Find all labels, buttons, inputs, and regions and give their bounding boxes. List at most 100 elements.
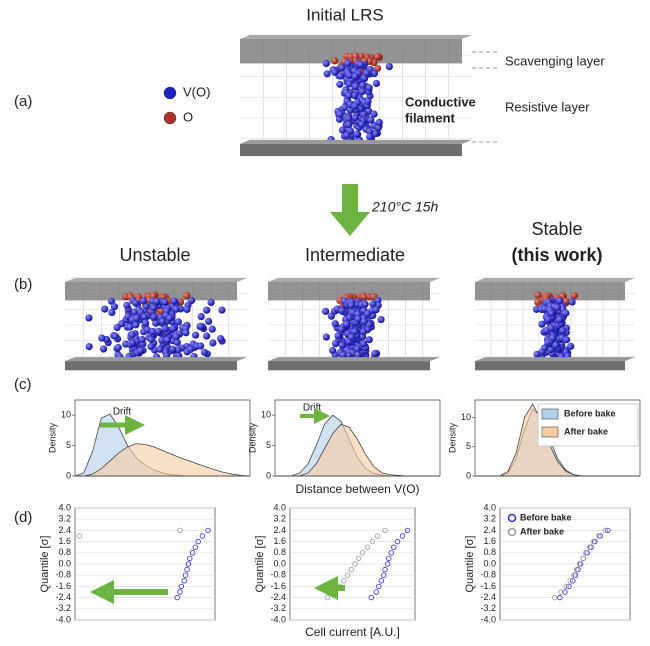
point	[391, 544, 397, 550]
point	[374, 533, 381, 539]
vo-sphere	[547, 309, 556, 317]
bottom-plate	[240, 139, 472, 144]
point	[348, 566, 354, 573]
point	[590, 538, 597, 545]
point	[570, 578, 576, 584]
vo-sphere	[192, 331, 200, 339]
vo-sphere	[174, 346, 182, 354]
vo-sphere	[128, 331, 136, 339]
y-tick-label: -1.6	[270, 581, 286, 591]
point	[352, 561, 358, 567]
layer-label: Scavenging layer	[505, 53, 605, 68]
point	[386, 555, 392, 562]
annotation: Drift	[303, 403, 322, 414]
o-sphere	[534, 291, 542, 299]
vo-sphere	[538, 320, 546, 328]
point	[205, 527, 211, 534]
point	[567, 578, 573, 584]
vo-sphere	[547, 324, 555, 332]
o-sphere	[121, 293, 130, 301]
vo-sphere	[128, 339, 137, 347]
vo-sphere	[209, 339, 217, 347]
vo-sphere	[147, 342, 155, 351]
point	[373, 589, 379, 595]
point	[384, 561, 391, 567]
y-tick-label: -0.8	[270, 570, 286, 580]
vo-sphere	[338, 126, 347, 134]
legend-label: After bake	[520, 526, 564, 536]
vo-sphere	[139, 297, 148, 305]
arrow	[330, 184, 370, 236]
y-tick-label: 10	[461, 412, 471, 422]
vo-sphere	[108, 308, 116, 317]
vo-sphere	[359, 340, 368, 348]
vo-sphere	[207, 298, 215, 307]
point	[341, 578, 347, 584]
y-tick-label: -0.8	[55, 570, 71, 580]
legend-label: Before bake	[564, 408, 616, 418]
vo-sphere	[371, 349, 379, 358]
vo-sphere	[187, 345, 195, 353]
vo-sphere	[153, 297, 161, 306]
y-tick-label: -1.6	[55, 581, 71, 591]
legend-swatch	[541, 426, 559, 438]
point	[368, 594, 374, 601]
point	[576, 561, 582, 567]
point	[557, 594, 563, 601]
point	[359, 550, 366, 556]
y-axis-label: Density	[247, 422, 257, 453]
vo-sphere	[359, 328, 368, 336]
point	[394, 538, 401, 545]
vo-sphere	[553, 303, 561, 312]
legend-label: After bake	[564, 426, 608, 436]
top-plate	[475, 278, 635, 282]
vo-sphere	[347, 333, 356, 341]
column-title: (this work)	[511, 245, 602, 265]
vo-sphere	[352, 82, 360, 91]
point	[382, 527, 388, 534]
panel-label: (c)	[14, 376, 32, 393]
point	[174, 594, 180, 601]
y-tick-label: -2.4	[480, 592, 496, 602]
point	[574, 566, 580, 573]
vo-sphere	[364, 97, 372, 105]
point	[356, 555, 362, 562]
vo-sphere	[99, 345, 108, 353]
vo-sphere	[133, 314, 141, 322]
point	[404, 527, 411, 534]
vo-sphere	[200, 348, 209, 356]
vo-sphere	[149, 327, 157, 336]
vo-sphere	[358, 87, 366, 96]
y-tick-label: 0	[66, 470, 71, 480]
o-sphere	[331, 57, 339, 65]
point	[76, 533, 82, 539]
y-tick-label: 2.4	[483, 525, 496, 535]
point	[376, 583, 382, 590]
vo-sphere	[568, 298, 576, 306]
point	[566, 583, 572, 590]
top-plate	[65, 278, 247, 282]
vo-sphere	[351, 92, 359, 100]
panel-label: (d)	[14, 509, 32, 526]
y-axis-label: Quantile [σ]	[39, 536, 51, 593]
vo-sphere	[361, 300, 369, 308]
point	[344, 572, 351, 578]
point	[364, 544, 371, 550]
panel-label: (b)	[14, 276, 32, 293]
y-tick-label: 1.6	[273, 536, 286, 546]
vo-sphere	[549, 334, 557, 342]
vo-sphere	[123, 301, 131, 309]
vo-sphere	[354, 315, 362, 323]
vo-sphere	[385, 62, 393, 71]
legend-swatch	[541, 408, 559, 420]
density-area	[475, 403, 640, 477]
y-axis-label: Density	[47, 422, 57, 453]
vo-sphere	[331, 320, 339, 328]
vo-sphere	[345, 80, 353, 88]
vo-sphere	[556, 297, 564, 305]
y-tick-label: 4.0	[483, 502, 496, 512]
vo-sphere	[552, 341, 560, 349]
top-plate	[268, 282, 430, 301]
vo-sphere	[173, 338, 181, 347]
vo-sphere	[556, 316, 564, 324]
